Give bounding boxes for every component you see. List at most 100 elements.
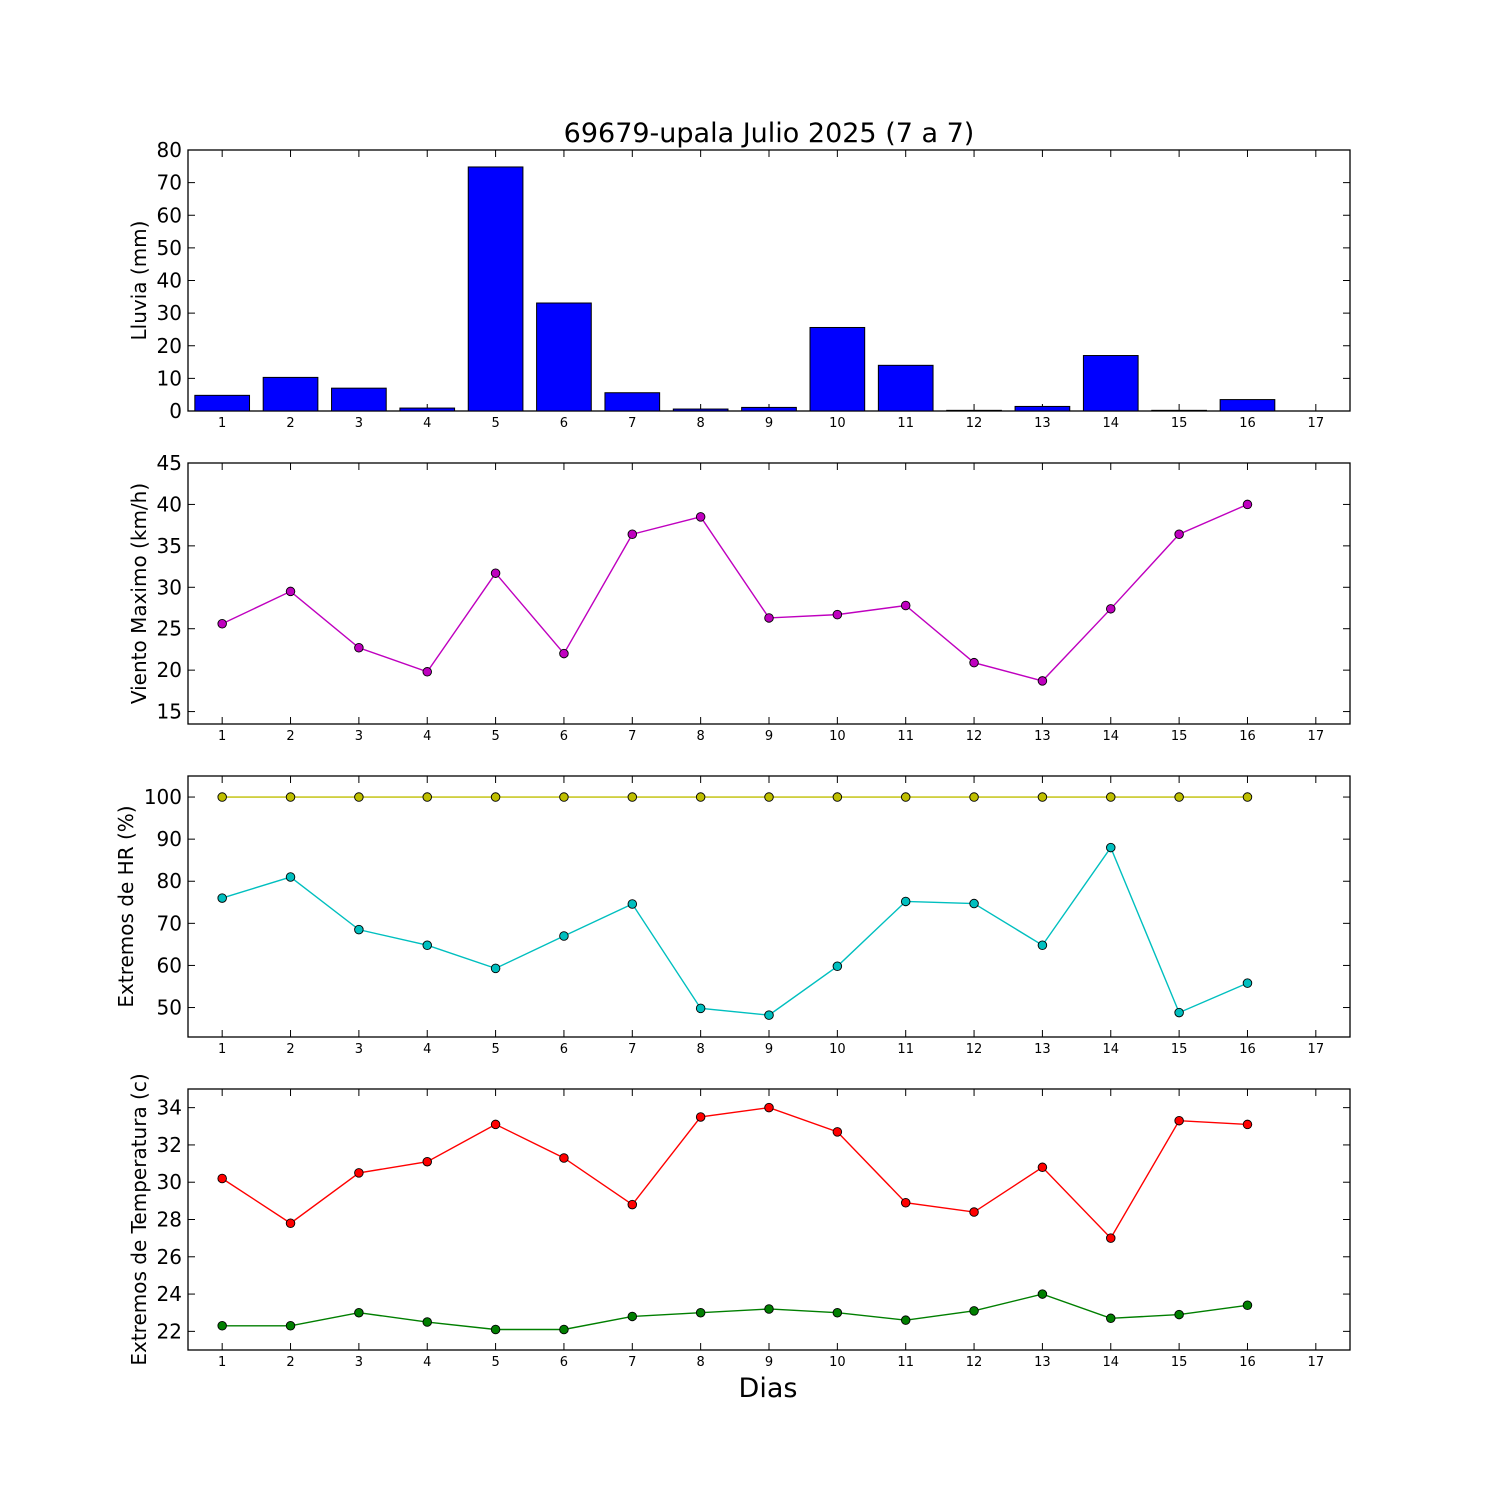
humidity-x-tick-label: 7 <box>628 1042 636 1057</box>
rainfall-x-tick-label: 7 <box>628 416 636 431</box>
wind-x-tick-label: 16 <box>1239 729 1256 744</box>
temperature-series-2-point <box>490 1324 501 1335</box>
temperature-series-2-point <box>969 1306 979 1316</box>
wind-series-1-point <box>832 609 843 620</box>
wind-x-tick-label: 7 <box>628 729 636 744</box>
wind-y-tick-label: 45 <box>157 451 182 475</box>
humidity-series-1-point <box>490 792 501 802</box>
temperature-series-1-point <box>627 1199 638 1210</box>
rainfall-y-tick-label: 80 <box>157 138 182 162</box>
humidity-series-1-point <box>217 792 227 802</box>
rainfall-x-tick-label: 5 <box>491 416 499 431</box>
wind-y-tick-label: 20 <box>157 658 182 682</box>
humidity-x-tick-label: 5 <box>491 1042 499 1057</box>
temperature-x-tick-label: 10 <box>829 1355 846 1370</box>
temperature-x-tick-label: 3 <box>355 1355 363 1370</box>
humidity-series-2-point <box>1174 1007 1184 1018</box>
rainfall-x-tick-label: 13 <box>1034 416 1051 431</box>
rainfall-x-tick-label: 16 <box>1239 416 1256 431</box>
temperature-series-2-point <box>422 1317 432 1327</box>
rainfall-x-tick-label: 4 <box>423 416 431 431</box>
wind-series-1-point <box>900 600 911 611</box>
wind-x-tick-label: 11 <box>897 729 914 744</box>
humidity-y-axis-label: Extremos de HR (%) <box>114 805 138 1007</box>
humidity-series-2-point <box>217 893 227 903</box>
humidity-series-1-point <box>1106 792 1116 802</box>
humidity-x-tick-label: 13 <box>1034 1042 1051 1057</box>
wind-x-tick-label: 8 <box>697 729 705 744</box>
wind-x-tick-label: 13 <box>1034 729 1051 744</box>
temperature-x-tick-label: 15 <box>1171 1355 1188 1370</box>
humidity-x-tick-label: 4 <box>423 1042 431 1057</box>
humidity-series-2-point <box>764 1010 774 1020</box>
humidity-x-tick-label: 1 <box>218 1042 226 1057</box>
temperature-series-1-point <box>354 1168 364 1178</box>
rainfall-y-tick-label: 10 <box>157 366 182 390</box>
humidity-series-1-point <box>764 792 774 802</box>
humidity-x-tick-label: 9 <box>765 1042 773 1057</box>
humidity-x-tick-label: 17 <box>1308 1042 1325 1057</box>
rainfall-y-tick-label: 30 <box>157 301 182 325</box>
temperature-x-tick-label: 14 <box>1102 1355 1119 1370</box>
rainfall-x-tick-label: 1 <box>218 416 226 431</box>
temperature-series-2-point <box>1242 1300 1253 1311</box>
humidity-series-2-point <box>1106 842 1116 853</box>
wind-y-axis-label: Viento Maximo (km/h) <box>127 483 151 704</box>
temperature-x-tick-label: 9 <box>765 1355 773 1370</box>
temperature-series-1-point <box>490 1119 501 1130</box>
rainfall-x-tick-label: 9 <box>765 416 773 431</box>
humidity-x-tick-label: 10 <box>829 1042 846 1057</box>
humidity-x-tick-label: 11 <box>897 1042 914 1057</box>
humidity-y-tick-label: 100 <box>144 785 182 809</box>
temperature-x-tick-label: 5 <box>491 1355 499 1370</box>
humidity-series-2-point <box>559 931 569 941</box>
chart-title: 69679-upala Julio 2025 (7 a 7) <box>564 118 975 149</box>
wind-x-tick-label: 4 <box>423 729 431 744</box>
temperature-series-2-point <box>627 1311 638 1322</box>
wind-x-tick-label: 15 <box>1171 729 1188 744</box>
rainfall-y-axis-label: Lluvia (mm) <box>127 221 151 341</box>
wind-series-1-point <box>422 667 432 677</box>
temperature-y-tick-label: 28 <box>157 1208 182 1232</box>
temperature-y-tick-label: 30 <box>157 1170 182 1194</box>
humidity-series-1-point <box>627 792 638 802</box>
humidity-series-1-point <box>559 792 569 802</box>
temperature-y-tick-label: 26 <box>157 1245 182 1269</box>
rainfall-y-tick-label: 60 <box>157 203 182 227</box>
temperature-x-tick-label: 1 <box>218 1355 226 1370</box>
wind-x-tick-label: 14 <box>1102 729 1119 744</box>
temperature-x-tick-label: 8 <box>697 1355 705 1370</box>
humidity-series-1-point <box>422 792 432 802</box>
temperature-series-2-point <box>900 1315 911 1325</box>
humidity-series-2-point <box>969 898 979 909</box>
rainfall-x-tick-label: 2 <box>286 416 294 431</box>
temperature-x-tick-label: 2 <box>286 1355 294 1370</box>
humidity-y-tick-label: 60 <box>157 953 182 977</box>
rainfall-bar <box>194 394 251 412</box>
humidity-x-tick-label: 6 <box>560 1042 568 1057</box>
rainfall-bar <box>1014 405 1071 412</box>
humidity-series-1-point <box>354 792 364 802</box>
temperature-y-axis-label: Extremos de Temperatura (c) <box>127 1073 151 1365</box>
wind-series-1-point <box>1106 604 1116 614</box>
wind-x-tick-label: 10 <box>829 729 846 744</box>
temperature-series-2-point <box>285 1321 296 1331</box>
humidity-series-1-point <box>832 792 843 802</box>
wind-x-tick-label: 9 <box>765 729 773 744</box>
rainfall-bar <box>946 409 1002 412</box>
temperature-series-1-point <box>832 1127 843 1137</box>
rainfall-y-tick-label: 50 <box>157 236 182 260</box>
humidity-series-2-point <box>832 961 843 972</box>
temperature-series-2-point <box>695 1307 706 1318</box>
humidity-series-2-point <box>490 963 501 974</box>
temperature-series-2-point <box>559 1324 569 1335</box>
temperature-series-1-point <box>695 1112 706 1122</box>
humidity-series-2-point <box>900 896 911 907</box>
wind-series-1-point <box>695 512 706 522</box>
wind-series-1-point <box>627 529 638 540</box>
humidity-series-2-point <box>422 940 432 950</box>
temperature-x-tick-label: 17 <box>1308 1355 1325 1370</box>
temperature-series-1-point <box>1037 1162 1048 1173</box>
